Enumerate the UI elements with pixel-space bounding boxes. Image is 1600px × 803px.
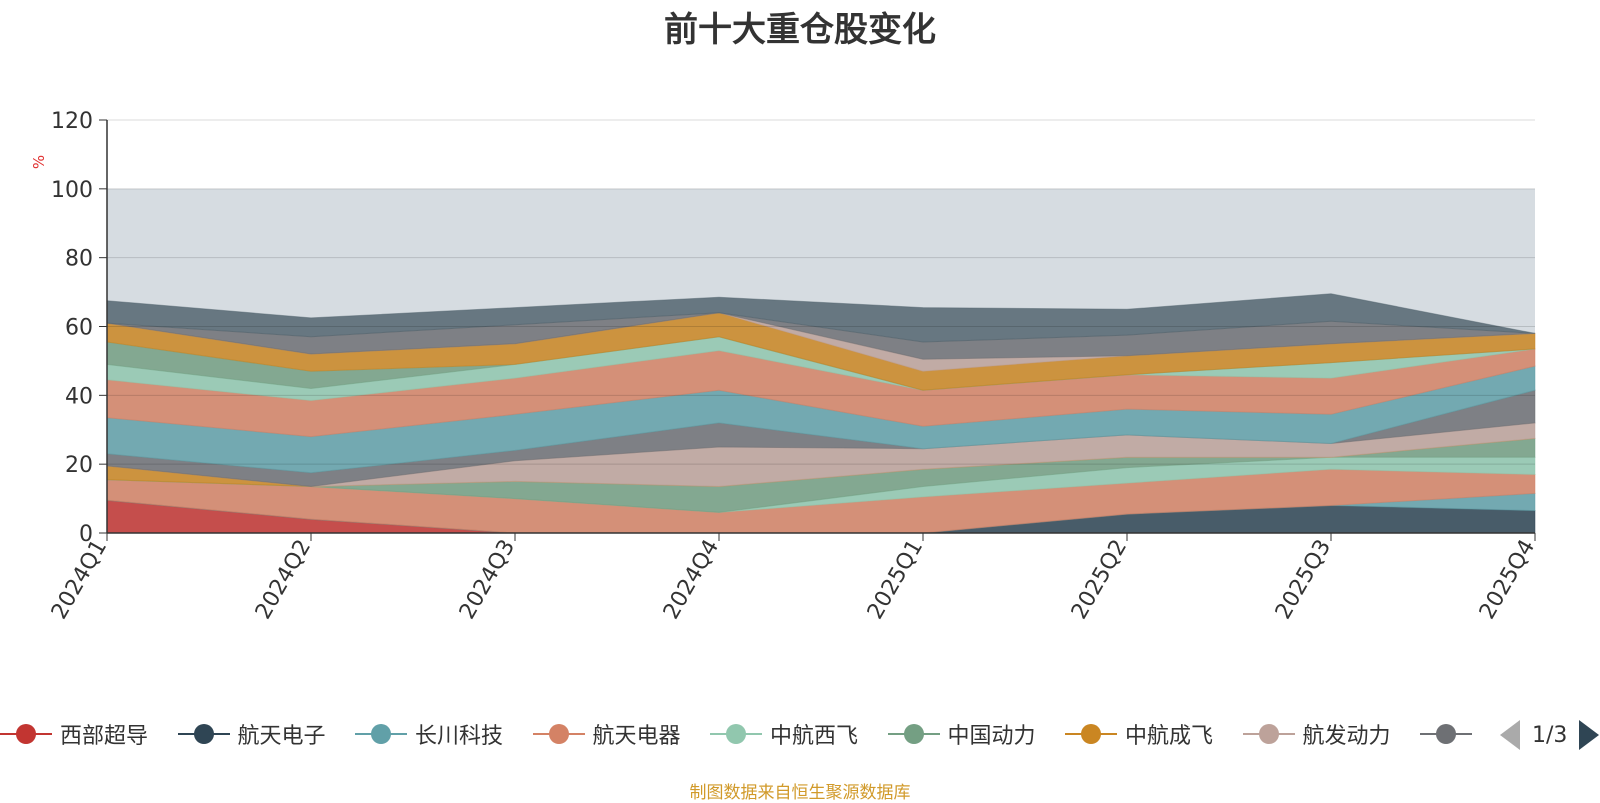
legend-label: 西部超导 (60, 724, 149, 749)
legend-marker-icon (0, 719, 52, 749)
y-tick-label: 80 (65, 247, 93, 272)
legend-item[interactable]: 航 (1420, 714, 1480, 754)
legend: 西部超导 航天电子 长川科技 航天电器 中航西飞 中国动力 中航成飞 航发动力 航 (0, 714, 1600, 754)
x-tick-label: 2024Q2 (251, 536, 316, 624)
legend-marker-dot (193, 724, 214, 744)
area-series-17 (106, 293, 1536, 343)
legend-item[interactable]: 西部超导 (0, 714, 148, 754)
legend-marker-icon (887, 719, 940, 749)
legend-marker-icon (710, 719, 762, 749)
legend-item[interactable]: 中航成飞 (1065, 714, 1213, 754)
x-tick-label: 2025Q2 (1067, 536, 1132, 624)
legend-marker-icon (1065, 719, 1117, 749)
y-tick-label: 40 (65, 384, 93, 409)
legend-marker-icon (1242, 719, 1295, 749)
triangle-left-icon[interactable] (1500, 720, 1520, 750)
y-tick-label: 120 (51, 109, 93, 134)
legend-item[interactable]: 航天电器 (532, 714, 681, 754)
legend-marker-icon (177, 719, 230, 749)
legend-label: 长川科技 (415, 724, 504, 749)
legend-page-indicator: 1/3 (1532, 722, 1568, 748)
legend-label: 航天电器 (592, 724, 681, 749)
y-tick-label: 100 (51, 178, 93, 203)
x-tick-label: 2024Q4 (659, 536, 724, 624)
y-tick-label: 60 (65, 316, 93, 341)
legend-item[interactable]: 中航西飞 (710, 714, 858, 754)
x-tick-label: 2025Q1 (863, 536, 928, 624)
legend-pager: 1/3 (1500, 718, 1600, 752)
legend-marker-dot (1081, 724, 1101, 744)
legend-item[interactable]: 航发动力 (1242, 714, 1391, 754)
legend-marker-icon (1420, 719, 1472, 749)
legend-marker-dot (1436, 724, 1456, 744)
triangle-right-icon[interactable] (1579, 720, 1600, 750)
stacked-area-chart: 0 20 40 60 80 100 120% 2024Q1 2024Q2 2024Q3 2024Q4… (30, 109, 1540, 624)
legend-marker-dot (371, 724, 391, 744)
legend-marker-dot (548, 724, 569, 744)
y-tick-label: 20 (65, 453, 93, 478)
y-axis-unit: % (30, 155, 48, 169)
legend-label: 中航西飞 (770, 724, 859, 749)
legend-item[interactable]: 中国动力 (887, 714, 1036, 754)
legend-marker-dot (903, 724, 924, 744)
legend-label: 航天电子 (237, 724, 326, 749)
x-tick-label: 2024Q1 (47, 536, 112, 624)
legend-marker-icon (532, 719, 585, 749)
legend-marker-dot (1258, 724, 1279, 744)
legend-items: 西部超导 航天电子 长川科技 航天电器 中航西飞 中国动力 中航成飞 航发动力 航 (0, 714, 1480, 754)
legend-item[interactable]: 航天电子 (177, 714, 326, 754)
legend-label: 航发动力 (1302, 724, 1391, 749)
legend-label: 中航成飞 (1125, 724, 1214, 749)
chart-title: 前十大重仓股变化 (664, 10, 936, 50)
legend-label: 中国动力 (947, 724, 1036, 749)
x-tick-label: 2025Q3 (1271, 536, 1336, 624)
x-tick-label: 2025Q4 (1475, 536, 1540, 624)
x-tick-label: 2024Q3 (455, 536, 520, 624)
legend-marker-dot (16, 724, 36, 744)
legend-marker-dot (726, 724, 746, 744)
legend-marker-icon (355, 719, 407, 749)
source-note: 制图数据来自恒生聚源数据库 (689, 783, 911, 803)
legend-item[interactable]: 长川科技 (355, 714, 503, 754)
y-tick-label: 0 (79, 522, 93, 547)
